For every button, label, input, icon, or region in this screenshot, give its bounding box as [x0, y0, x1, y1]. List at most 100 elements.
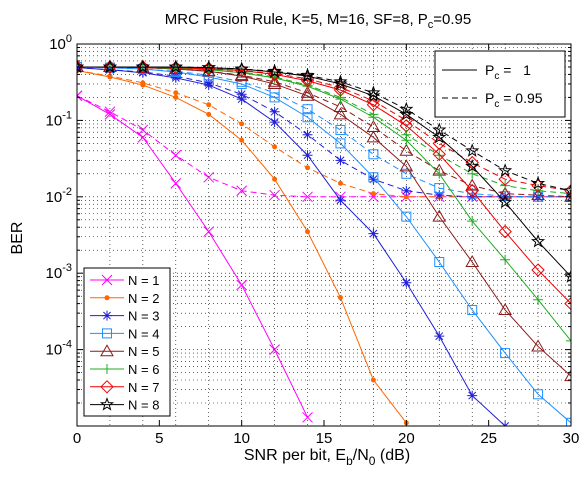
data-point	[498, 172, 512, 186]
data-point	[335, 195, 346, 206]
data-point	[366, 119, 381, 132]
series-line-pc1	[77, 66, 571, 377]
style-legend: Pc = 1 Pc = 0.95	[434, 50, 566, 118]
data-point	[201, 60, 216, 74]
data-point	[500, 254, 511, 265]
data-point	[399, 159, 414, 172]
data-point	[366, 130, 381, 143]
series-line-pc1	[77, 66, 571, 278]
data-point	[533, 389, 544, 400]
data-point	[335, 155, 346, 166]
data-point	[531, 178, 545, 193]
data-point	[99, 397, 115, 411]
data-point	[563, 269, 571, 283]
data-point	[368, 149, 379, 160]
data-point	[267, 63, 282, 78]
data-point	[272, 144, 278, 150]
data-point	[333, 99, 348, 112]
data-point	[302, 112, 313, 123]
data-point	[302, 150, 313, 161]
data-point	[434, 257, 445, 268]
data-point	[77, 59, 84, 72]
data-point	[101, 274, 113, 286]
data-point	[269, 106, 280, 117]
data-point	[467, 168, 478, 179]
legend-label: N = 8	[128, 398, 159, 413]
legend-entry: N = 7	[90, 380, 159, 395]
series-line-pc095	[77, 67, 571, 198]
legend-label: N = 7	[128, 380, 159, 395]
data-point	[434, 190, 445, 201]
data-point	[104, 106, 116, 118]
data-point	[77, 90, 83, 102]
data-point	[173, 94, 179, 100]
legend-entry: N = 2	[90, 291, 159, 306]
x-tick-label: 25	[480, 430, 497, 447]
legend-entry: N = 4	[90, 326, 159, 341]
data-point	[465, 255, 480, 268]
data-point	[467, 216, 478, 227]
data-point	[239, 121, 245, 127]
legend-entry: N = 6	[90, 362, 159, 377]
x-axis-label: SNR per bit, Eb/N0 (dB)	[244, 447, 410, 468]
data-point	[564, 369, 571, 382]
legend-label: N = 3	[128, 309, 159, 324]
data-point	[305, 165, 311, 171]
data-point	[399, 113, 414, 128]
data-point	[564, 296, 571, 311]
data-point	[368, 174, 379, 185]
data-point	[366, 94, 381, 108]
series-line-pc1	[77, 95, 308, 418]
data-point	[239, 137, 245, 143]
data-point	[206, 111, 212, 117]
data-point	[269, 344, 280, 355]
data-point	[269, 189, 280, 201]
data-point	[498, 194, 513, 209]
data-point	[498, 302, 512, 315]
data-point	[467, 188, 478, 199]
legend-entry: N = 8	[90, 397, 159, 413]
data-point	[300, 85, 315, 98]
data-point	[77, 59, 85, 74]
data-point	[302, 104, 313, 115]
x-tick-label: 20	[398, 430, 415, 447]
data-point	[333, 83, 348, 97]
data-point	[366, 85, 381, 99]
data-point	[302, 411, 313, 423]
data-point	[102, 310, 112, 321]
data-point	[465, 184, 479, 198]
data-point	[168, 59, 183, 74]
data-point	[305, 229, 311, 235]
data-point	[401, 211, 412, 222]
data-point	[272, 176, 278, 182]
legend-label: N = 5	[128, 344, 159, 359]
data-point	[370, 377, 376, 383]
data-point	[566, 417, 571, 426]
data-point	[170, 149, 182, 161]
data-point	[104, 108, 116, 120]
data-point	[465, 158, 480, 173]
data-point	[203, 226, 215, 237]
data-point	[500, 348, 511, 359]
data-point	[564, 189, 571, 202]
chart-title: MRC Fusion Rule, K=5, M=16, SF=8, Pc=0.9…	[165, 11, 472, 31]
data-point	[432, 147, 446, 162]
data-point	[137, 131, 149, 143]
data-point	[530, 175, 546, 190]
data-point	[498, 163, 513, 177]
data-point	[335, 124, 346, 135]
data-point	[533, 185, 544, 196]
data-point	[498, 186, 512, 199]
x-tick-label: 0	[73, 430, 81, 447]
data-point	[366, 88, 381, 102]
legend-solid-label: Pc = 1	[485, 62, 531, 82]
data-point	[566, 335, 571, 346]
data-point	[202, 61, 216, 76]
legend-entry: N = 5	[90, 344, 159, 359]
data-point	[236, 185, 248, 197]
legend-label: N = 6	[128, 362, 159, 377]
series-line-pc095	[77, 95, 571, 198]
x-tick-label: 30	[563, 430, 580, 447]
series-n=8	[77, 59, 571, 283]
data-point	[370, 191, 376, 197]
